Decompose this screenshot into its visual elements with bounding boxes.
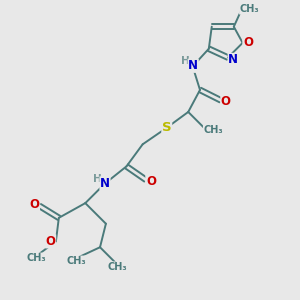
Text: O: O xyxy=(243,36,253,49)
Text: N: N xyxy=(188,59,198,72)
Text: H: H xyxy=(181,56,190,66)
Text: CH₃: CH₃ xyxy=(203,125,223,136)
Text: O: O xyxy=(221,95,231,108)
Text: CH₃: CH₃ xyxy=(108,262,127,272)
Text: H: H xyxy=(93,174,101,184)
Text: CH₃: CH₃ xyxy=(240,4,259,14)
Text: N: N xyxy=(100,177,110,190)
Text: CH₃: CH₃ xyxy=(67,256,86,266)
Text: S: S xyxy=(162,121,172,134)
Text: CH₃: CH₃ xyxy=(27,253,46,263)
Text: O: O xyxy=(146,175,156,188)
Text: N: N xyxy=(228,53,238,66)
Text: O: O xyxy=(29,198,39,211)
Text: O: O xyxy=(46,235,56,248)
